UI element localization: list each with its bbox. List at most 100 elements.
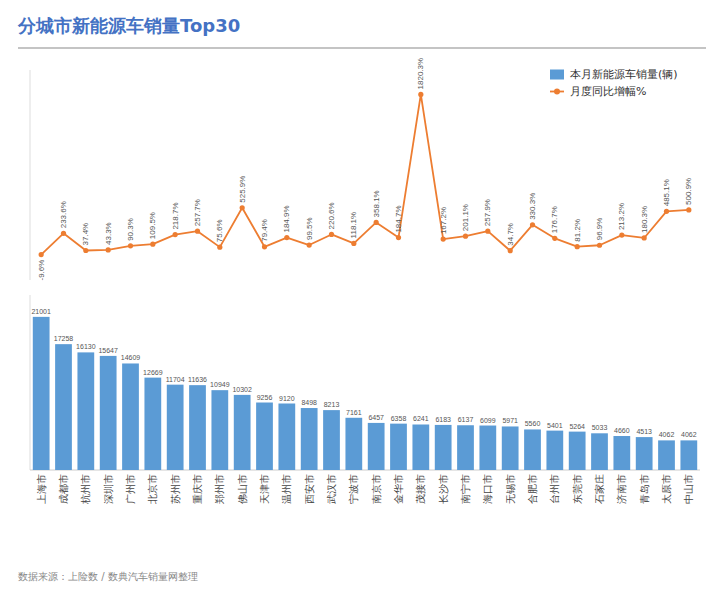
bar-value-label: 10949 (210, 381, 230, 388)
bar-value-label: 7161 (346, 409, 362, 416)
line-marker (463, 234, 468, 239)
bar-value-label: 12669 (143, 369, 163, 376)
bar (546, 431, 563, 470)
line-value-label: 99.5% (305, 217, 314, 240)
line-value-label: 167.2% (439, 207, 448, 234)
bar (457, 425, 474, 470)
bar-value-label: 4062 (659, 431, 675, 438)
title: 分城市新能源车销量Top30 (17, 15, 240, 36)
line-value-label: 358.1% (372, 190, 381, 217)
bar-value-label: 14609 (121, 354, 141, 361)
line-marker (597, 243, 602, 248)
line-value-label: 485.1% (662, 179, 671, 206)
bar (256, 403, 273, 470)
line-marker (485, 229, 490, 234)
x-tick-label: 济南市 (616, 474, 627, 504)
line-value-label: -9.6% (37, 260, 46, 281)
x-tick-label: 郑州市 (214, 474, 225, 504)
legend: 本月新能源车销量(辆)月度同比增幅% (550, 68, 678, 98)
bar-value-label: 10302 (232, 386, 252, 393)
line-value-label: 75.6% (215, 219, 224, 242)
y2-axis-line (30, 70, 31, 280)
line-value-label: 233.6% (59, 201, 68, 228)
line-value-label: 109.5% (148, 212, 157, 239)
bar (122, 363, 139, 470)
bar (613, 436, 630, 470)
line-marker (642, 235, 647, 240)
line-marker (686, 207, 691, 212)
x-tick-label: 重庆市 (192, 474, 203, 504)
x-tick-label: 石家庄 (594, 474, 605, 504)
bar-value-label: 4513 (636, 428, 652, 435)
line-marker (552, 236, 557, 241)
line-value-label: 43.3% (104, 222, 113, 245)
bar-value-label: 5971 (502, 417, 518, 424)
bar-value-label: 8498 (301, 399, 317, 406)
bar-value-label: 6358 (391, 415, 407, 422)
bar-value-label: 15647 (98, 347, 118, 354)
line-marker (61, 231, 66, 236)
bar (55, 344, 72, 470)
line-value-label: 525.9% (238, 176, 247, 203)
x-tick-label: 长沙市 (438, 474, 449, 504)
x-tick-label: 广州市 (125, 474, 136, 504)
x-tick-label: 北京市 (147, 474, 158, 504)
line-marker (173, 232, 178, 237)
data-labels: 21001 17258161301564714609 126691170411636… (31, 58, 696, 439)
bar-value-label: 4660 (614, 427, 630, 434)
bar (323, 410, 340, 470)
line (41, 94, 689, 254)
line-value-label: 37.4% (81, 223, 90, 246)
bar-value-label: 11636 (188, 376, 207, 383)
x-tick-label: 海口市 (482, 474, 493, 504)
bar (680, 440, 697, 470)
bar (479, 426, 496, 470)
bar (211, 390, 228, 470)
line-marker (441, 237, 446, 242)
bar (278, 404, 295, 471)
x-tick-label: 深圳市 (103, 474, 114, 504)
bar (412, 424, 429, 470)
background (0, 0, 720, 595)
bar-value-label: 5033 (592, 424, 608, 431)
line-marker (106, 247, 111, 252)
line-marker (374, 220, 379, 225)
bar (33, 317, 50, 470)
chart: 分城市新能源车销量Top30数据来源：上险数 / 数典汽车销量网整理210011… (0, 0, 720, 595)
bar (368, 423, 385, 470)
bar (144, 378, 161, 470)
line-marker (575, 244, 580, 249)
x-tick-label: 太原市 (661, 474, 672, 504)
legend-swatch (554, 89, 560, 95)
line-value-label: 330.3% (528, 193, 537, 220)
line-marker (508, 248, 513, 253)
bar-value-label: 9120 (279, 395, 295, 402)
x-tick-label: 西安市 (304, 474, 315, 504)
line-marker (329, 232, 334, 237)
line-marker (128, 243, 133, 248)
line-value-label: 118.1% (349, 212, 358, 239)
bar (636, 437, 653, 470)
bar-value-label: 17258 (54, 335, 74, 342)
line-value-label: 257.9% (483, 199, 492, 226)
bar (301, 408, 318, 470)
legend-swatch (550, 70, 564, 80)
line-value-label: 81.2% (573, 219, 582, 242)
x-tick-label: 南京市 (371, 474, 382, 504)
bar-value-label: 21001 (31, 308, 51, 315)
bar-value-label: 6241 (413, 415, 429, 422)
bar-value-label: 16130 (76, 343, 96, 350)
bar-value-label: 8213 (324, 401, 340, 408)
x-tick-label: 天津市 (259, 474, 270, 504)
x-tick-label: 南宁市 (460, 474, 471, 504)
bar-value-label: 11704 (166, 376, 185, 383)
bar-value-label: 4062 (681, 431, 697, 438)
bar (435, 425, 452, 470)
x-tick-label: 金华市 (393, 474, 404, 504)
x-tick-label: 茂接市 (415, 474, 426, 504)
line-marker (39, 252, 44, 257)
line-marker (619, 232, 624, 237)
bar (390, 424, 407, 470)
line-marker (396, 235, 401, 240)
x-tick-label: 温州市 (281, 474, 292, 504)
